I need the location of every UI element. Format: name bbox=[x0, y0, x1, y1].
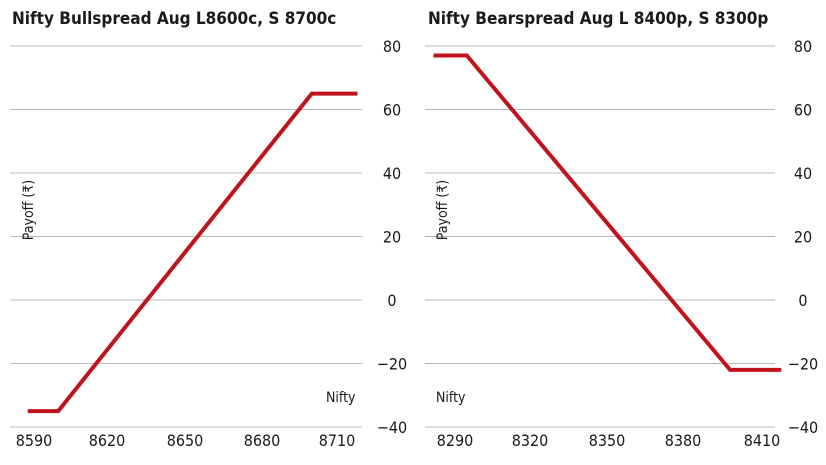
chart-panel-1: Nifty Bullspread Aug L8600c, S 8700c −40 −… bbox=[10, 9, 407, 450]
x-axis-label: Nifty bbox=[326, 390, 356, 406]
chart-title: Nifty Bullspread Aug L8600c, S 8700c bbox=[12, 9, 336, 29]
x-tick-label: 8590 bbox=[16, 431, 53, 450]
y-tick-label: 20 bbox=[383, 228, 401, 247]
y-tick-label: 80 bbox=[794, 37, 812, 56]
x-tick-label: 8410 bbox=[744, 431, 781, 450]
y-tick-label: −20 bbox=[377, 355, 407, 374]
x-tick-label: 8290 bbox=[437, 431, 474, 450]
payoff-line bbox=[433, 53, 782, 372]
y-tick-label: 60 bbox=[794, 101, 812, 120]
y-tick-label: 60 bbox=[383, 101, 401, 120]
y-tick-label: −40 bbox=[788, 418, 818, 437]
y-tick-label: 20 bbox=[794, 228, 812, 247]
x-axis-label: Nifty bbox=[436, 390, 466, 406]
x-tick-label: 8620 bbox=[89, 431, 126, 450]
y-tick-label: 40 bbox=[794, 164, 812, 183]
x-tick-label: 8380 bbox=[665, 431, 702, 450]
y-axis-label: Payoff (₹) bbox=[21, 180, 37, 240]
x-tick-label: 8710 bbox=[319, 431, 356, 450]
y-axis-label: Payoff (₹) bbox=[435, 180, 451, 240]
payoff-line bbox=[27, 91, 358, 414]
y-tick-label: −20 bbox=[788, 355, 818, 374]
x-tick-label: 8320 bbox=[512, 431, 549, 450]
y-tick-label: 80 bbox=[383, 37, 401, 56]
chart-panel-2: Nifty Bearspread Aug L 8400p, S 8300p −40… bbox=[425, 9, 818, 450]
y-tick-label: −40 bbox=[377, 418, 407, 437]
y-tick-label: 0 bbox=[387, 291, 396, 310]
x-tick-label: 8350 bbox=[589, 431, 626, 450]
y-tick-label: 40 bbox=[383, 164, 401, 183]
x-tick-label: 8680 bbox=[244, 431, 281, 450]
chart-title: Nifty Bearspread Aug L 8400p, S 8300p bbox=[428, 9, 768, 29]
y-tick-label: 0 bbox=[798, 291, 807, 310]
x-tick-label: 8650 bbox=[167, 431, 204, 450]
